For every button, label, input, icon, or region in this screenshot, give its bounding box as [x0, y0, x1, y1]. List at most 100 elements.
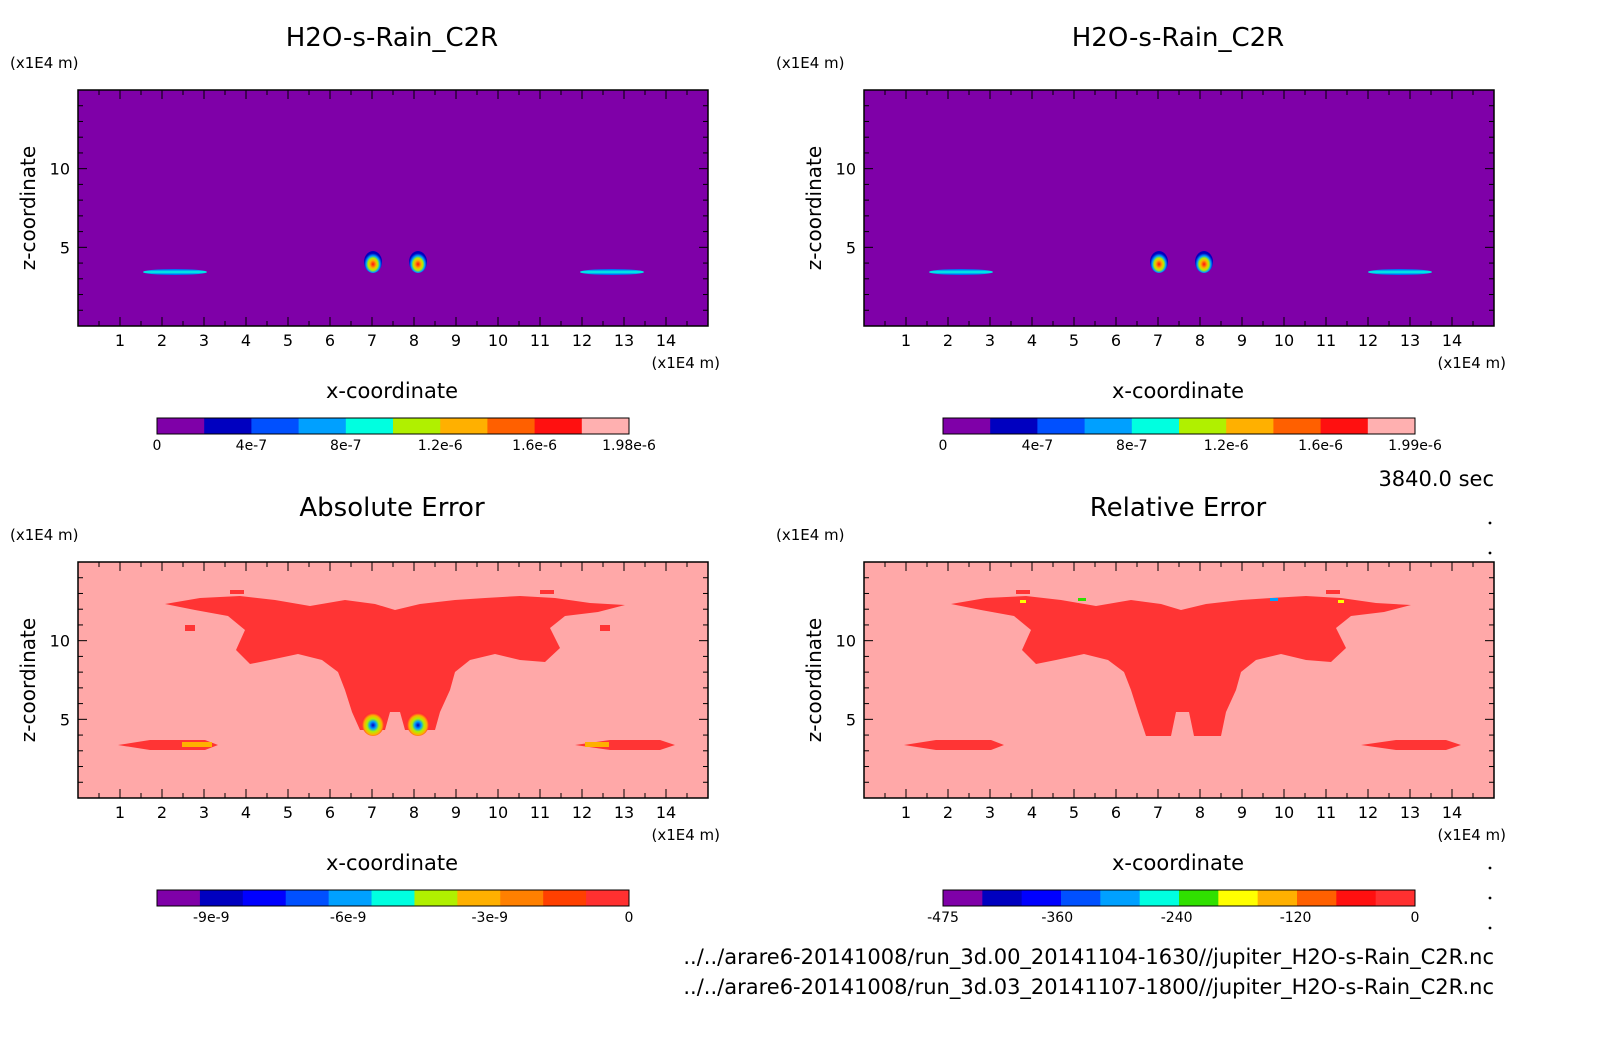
x-tick-label: 11 — [1316, 803, 1336, 822]
y-unit-label: (x1E4 m) — [776, 526, 845, 544]
panel-absolute-error: Absolute Error (x1E4 m) 1 2 3 4 5 6 7 8 9 10 11 12 1… — [10, 493, 720, 926]
colorbar-swatch — [1226, 418, 1274, 434]
x-ticks: 1 2 3 4 5 6 7 8 9 10 11 12 13 14 — [77, 562, 709, 822]
colorbar-label: 0 — [625, 910, 634, 926]
x-tick-label: 14 — [1442, 331, 1462, 350]
error-speck-4 — [1338, 600, 1344, 603]
colorbar-border — [156, 889, 630, 907]
x-tick-label: 9 — [1237, 331, 1247, 350]
x-tick-label: 3 — [199, 803, 209, 822]
x-axis-label: x-coordinate — [326, 379, 458, 403]
colorbar: 0 4e-7 8e-7 1.2e-6 1.6e-6 1.99e-6 — [939, 417, 1442, 454]
rain-features — [143, 251, 644, 275]
error-blob-1 — [362, 712, 384, 736]
colorbar-label: -240 — [1161, 910, 1193, 926]
edge-dots — [1488, 521, 1492, 930]
x-tick-label: 9 — [451, 803, 461, 822]
x-tick-label: 2 — [157, 331, 167, 350]
x-tick-label: 10 — [488, 331, 508, 350]
rain-blob-2 — [409, 251, 427, 273]
colorbar-label: -475 — [927, 910, 959, 926]
x-tick-label: 2 — [943, 803, 953, 822]
x-tick-label: 1 — [115, 803, 125, 822]
x-axis-label: x-coordinate — [1112, 379, 1244, 403]
colorbar: -9e-9 -6e-9 -3e-9 0 — [156, 889, 634, 926]
colorbar-label: -3e-9 — [471, 910, 508, 926]
rain-streak-right — [1368, 269, 1432, 275]
time-label: 3840.0 sec — [1378, 467, 1494, 491]
y-axis-label: z-coordinate — [802, 146, 826, 270]
colorbar-label: 1.2e-6 — [1204, 438, 1249, 454]
x-tick-label: 8 — [1195, 803, 1205, 822]
colorbar-swatch — [1367, 418, 1416, 434]
colorbar-label: -120 — [1280, 910, 1312, 926]
rain-streak-left — [929, 269, 993, 275]
rain-streak-left — [143, 269, 207, 275]
colorbar-swatch — [586, 890, 630, 906]
x-tick-label: 1 — [901, 331, 911, 350]
colorbar-label: 0 — [153, 438, 162, 454]
panel-title: Relative Error — [1090, 493, 1267, 523]
colorbar-swatch — [543, 890, 587, 906]
x-tick-label: 2 — [943, 331, 953, 350]
colorbar-label: 0 — [939, 438, 948, 454]
x-tick-label: 13 — [1400, 803, 1420, 822]
x-tick-label: 8 — [409, 803, 419, 822]
error-region — [904, 590, 1461, 750]
x-tick-label: 4 — [241, 331, 251, 350]
y-tick-label: 10 — [836, 632, 856, 651]
x-tick-label: 8 — [1195, 331, 1205, 350]
x-unit-label: (x1E4 m) — [1437, 826, 1506, 844]
colorbar-label: 8e-7 — [1116, 438, 1147, 454]
colorbar-swatch — [1021, 890, 1062, 906]
colorbar-swatch — [457, 890, 501, 906]
colorbar-label: -9e-9 — [193, 910, 230, 926]
colorbar-border — [156, 417, 630, 435]
colorbar-swatch — [1037, 418, 1086, 434]
rain-blob-2 — [1195, 251, 1213, 273]
x-tick-label: 11 — [1316, 331, 1336, 350]
x-tick-label: 1 — [901, 803, 911, 822]
rain-streak-right — [580, 269, 644, 275]
colorbar: 0 4e-7 8e-7 1.2e-6 1.6e-6 1.98e-6 — [153, 417, 656, 454]
x-tick-label: 14 — [656, 331, 676, 350]
colorbar-label: 1.98e-6 — [602, 438, 656, 454]
x-tick-label: 10 — [1274, 331, 1294, 350]
x-unit-label: (x1E4 m) — [1437, 354, 1506, 372]
x-tick-label: 5 — [1069, 803, 1079, 822]
colorbar-border — [942, 889, 1416, 907]
y-tick-label: 5 — [846, 238, 856, 257]
y-tick-label: 10 — [50, 632, 70, 651]
colorbar-swatch — [328, 890, 373, 906]
x-tick-label: 3 — [199, 331, 209, 350]
colorbar-swatch — [1131, 418, 1180, 434]
x-unit-label: (x1E4 m) — [651, 354, 720, 372]
y-ticks: 5 10 — [50, 89, 708, 327]
error-speck-2 — [1078, 598, 1086, 601]
colorbar-label: 1.6e-6 — [512, 438, 557, 454]
colorbar-swatch — [414, 890, 458, 906]
colorbar-swatch — [990, 418, 1038, 434]
x-tick-label: 12 — [572, 803, 592, 822]
x-tick-label: 5 — [283, 803, 293, 822]
file-path-1: ../../arare6-20141008/run_3d.00_20141104… — [683, 945, 1494, 970]
colorbar-swatch — [251, 418, 300, 434]
x-unit-label: (x1E4 m) — [651, 826, 720, 844]
x-tick-label: 10 — [1274, 803, 1294, 822]
error-streak-left — [182, 742, 212, 747]
y-unit-label: (x1E4 m) — [10, 54, 79, 72]
x-tick-label: 5 — [1069, 331, 1079, 350]
x-axis-label: x-coordinate — [1112, 851, 1244, 875]
error-speck-1 — [1020, 600, 1026, 603]
plot-area — [77, 89, 709, 327]
error-blob-2 — [407, 712, 429, 736]
colorbar-swatch — [1336, 890, 1377, 906]
colorbar-label: 1.2e-6 — [418, 438, 463, 454]
x-tick-label: 13 — [614, 803, 634, 822]
panel-title: H2O-s-Rain_C2R — [286, 23, 498, 53]
colorbar-swatch — [204, 418, 252, 434]
colorbar-swatch — [199, 890, 244, 906]
x-tick-label: 4 — [1027, 331, 1037, 350]
y-tick-label: 5 — [846, 710, 856, 729]
